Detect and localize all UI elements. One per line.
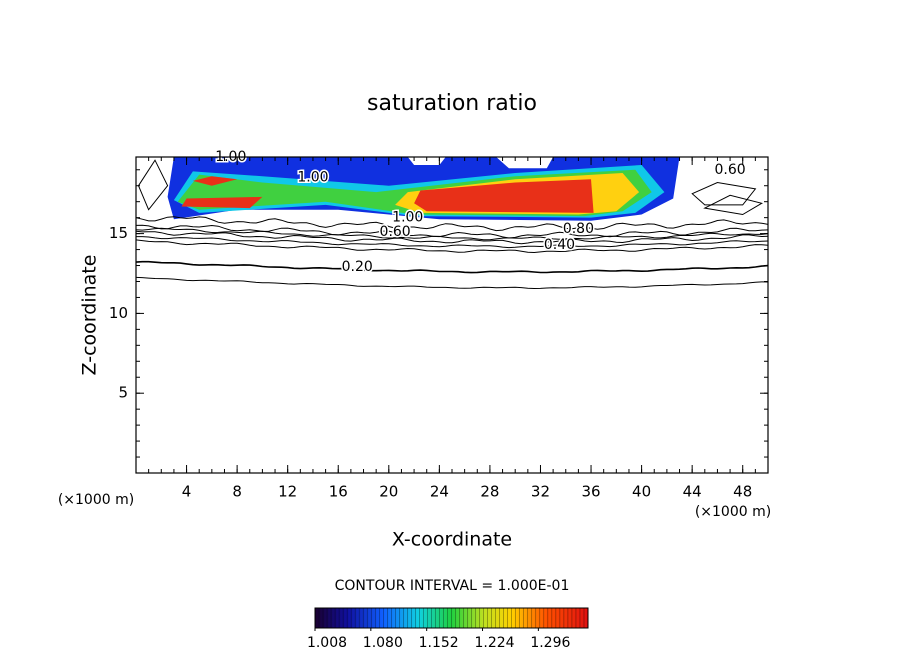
plot-area: 0.200.400.600.600.801.001.001.004 8 12 16 20… <box>109 148 769 651</box>
contour-label: 0.40 <box>544 237 575 253</box>
contour-line <box>135 260 769 274</box>
x-tick-label: 40 <box>632 483 651 501</box>
colorbar-tick-label: 1.296 <box>530 635 570 651</box>
contour-loop <box>691 181 757 206</box>
colorbar-tick-label: 1.152 <box>419 635 459 651</box>
contour-loop <box>703 194 764 216</box>
x-axis-label: X-coordinate <box>392 529 512 551</box>
x-tick-label: 20 <box>379 483 398 501</box>
x-tick-label: 4 <box>182 483 192 501</box>
colorbar-tick-label: 1.224 <box>474 635 514 651</box>
x-tick-label: 44 <box>683 483 702 501</box>
x-tick-label: 36 <box>581 483 600 501</box>
x-tick-label: 24 <box>430 483 449 501</box>
y-tick-label: 10 <box>109 304 128 322</box>
contour-label: 1.00 <box>297 170 328 186</box>
y-tick-label: 5 <box>118 384 128 402</box>
x-tick-label: 48 <box>733 483 752 501</box>
chart-title: saturation ratio <box>367 91 537 116</box>
contour-label: 0.60 <box>380 224 411 240</box>
filled-region <box>414 179 594 213</box>
x-tick-label: 16 <box>329 483 348 501</box>
contour-label: 0.20 <box>342 259 373 275</box>
y-axis-unit: (×1000 m) <box>58 492 134 508</box>
contour-line-minor <box>136 236 769 249</box>
x-tick-label: 28 <box>480 483 499 501</box>
contour-label: 1.00 <box>392 210 423 226</box>
colorbar-tick-label: 1.080 <box>363 635 403 651</box>
x-axis-unit: (×1000 m) <box>695 504 771 520</box>
x-tick-label: 8 <box>232 483 242 501</box>
filled-region <box>181 196 263 209</box>
gap-region <box>496 157 554 169</box>
y-tick-label: 15 <box>109 224 128 242</box>
contour-label: 0.80 <box>563 221 594 237</box>
contour-interval: CONTOUR INTERVAL = 1.000E-01 <box>335 578 570 594</box>
contour-line <box>135 224 769 239</box>
contour-line <box>135 239 769 254</box>
contour-line <box>135 216 769 232</box>
contour-line-minor <box>135 227 769 241</box>
x-tick-label: 32 <box>531 483 550 501</box>
colorbar-tick-label: 1.008 <box>307 635 347 651</box>
contour-label: 0.60 <box>714 162 745 178</box>
contour-line-minor <box>135 276 769 290</box>
x-tick-label: 12 <box>278 483 297 501</box>
y-axis-label: Z-coordinate <box>79 255 101 376</box>
contour-line <box>135 230 769 245</box>
filled-region <box>192 176 238 186</box>
contour-loop <box>137 159 169 211</box>
